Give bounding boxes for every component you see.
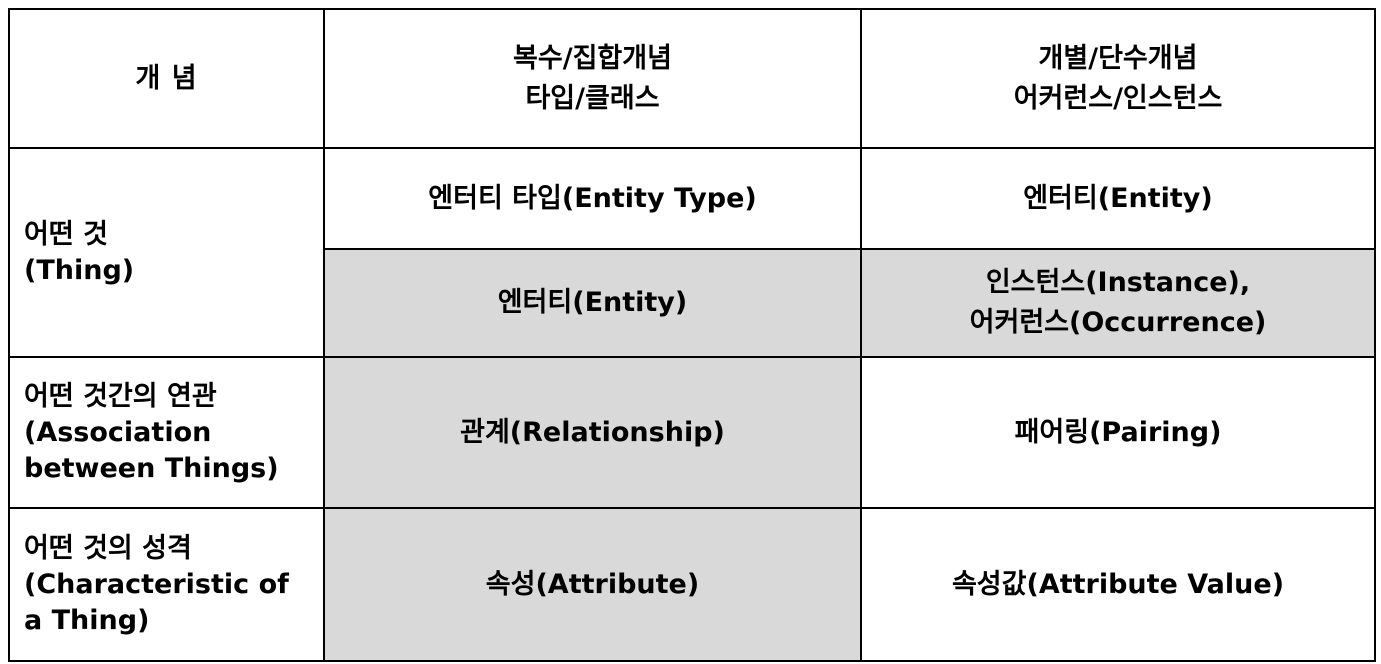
thing-plural-1: 엔터티 타입(Entity Type)	[323, 147, 862, 250]
concept-characteristic-line1: 어떤 것의 성격	[24, 532, 192, 564]
association-single: 패어링(Pairing)	[860, 356, 1376, 509]
header-single: 개별/단수개념 어커런스/인스턴스	[860, 8, 1376, 149]
thing-single-2-line2: 어커런스(Occurrence)	[969, 307, 1267, 338]
characteristic-plural: 속성(Attribute)	[323, 507, 862, 662]
concept-thing-line2: (Thing)	[24, 254, 135, 286]
header-plural-line1: 복수/집합개념	[513, 42, 672, 74]
concept-association-line2: (Association	[24, 416, 212, 448]
concept-thing: 어떤 것 (Thing)	[8, 147, 325, 358]
concept-table: 개 념 복수/집합개념 타입/클래스 개별/단수개념 어커런스/인스턴스 어떤 …	[8, 8, 1376, 662]
header-single-line1: 개별/단수개념	[1038, 42, 1198, 74]
characteristic-row: 어떤 것의 성격 (Characteristic of a Thing) 속성(…	[8, 507, 1376, 662]
characteristic-single: 속성값(Attribute Value)	[860, 507, 1376, 662]
thing-single-1: 엔터티(Entity)	[860, 147, 1376, 250]
thing-row-1: 어떤 것 (Thing) 엔터티 타입(Entity Type) 엔터티(Ent…	[8, 147, 1376, 358]
thing-row-2: 엔터티(Entity) 인스턴스(Instance), 어커런스(Occurre…	[9, 248, 1376, 358]
association-row: 어떤 것간의 연관 (Association between Things) 관…	[8, 356, 1376, 509]
header-concept: 개 념	[8, 8, 325, 149]
concept-table-wrapper: 개 념 복수/집합개념 타입/클래스 개별/단수개념 어커런스/인스턴스 어떤 …	[8, 8, 1376, 662]
concept-association-line3: between Things)	[24, 452, 279, 484]
header-plural-line2: 타입/클래스	[525, 82, 660, 114]
concept-thing-line1: 어떤 것	[24, 218, 108, 250]
concept-characteristic-line2: (Characteristic of	[24, 568, 289, 600]
thing-single-2: 인스턴스(Instance), 어커런스(Occurrence)	[860, 248, 1376, 358]
header-plural: 복수/집합개념 타입/클래스	[323, 8, 862, 149]
thing-single-2-line1: 인스턴스(Instance),	[985, 267, 1251, 298]
header-single-line2: 어커런스/인스턴스	[1013, 82, 1223, 114]
thing-plural-2: 엔터티(Entity)	[323, 248, 862, 358]
concept-association-line1: 어떤 것간의 연관	[24, 380, 217, 412]
concept-characteristic-line3: a Thing)	[24, 604, 150, 636]
header-row: 개 념 복수/집합개념 타입/클래스 개별/단수개념 어커런스/인스턴스	[8, 8, 1376, 149]
concept-association: 어떤 것간의 연관 (Association between Things)	[8, 356, 325, 509]
concept-characteristic: 어떤 것의 성격 (Characteristic of a Thing)	[8, 507, 325, 662]
association-plural: 관계(Relationship)	[323, 356, 862, 509]
